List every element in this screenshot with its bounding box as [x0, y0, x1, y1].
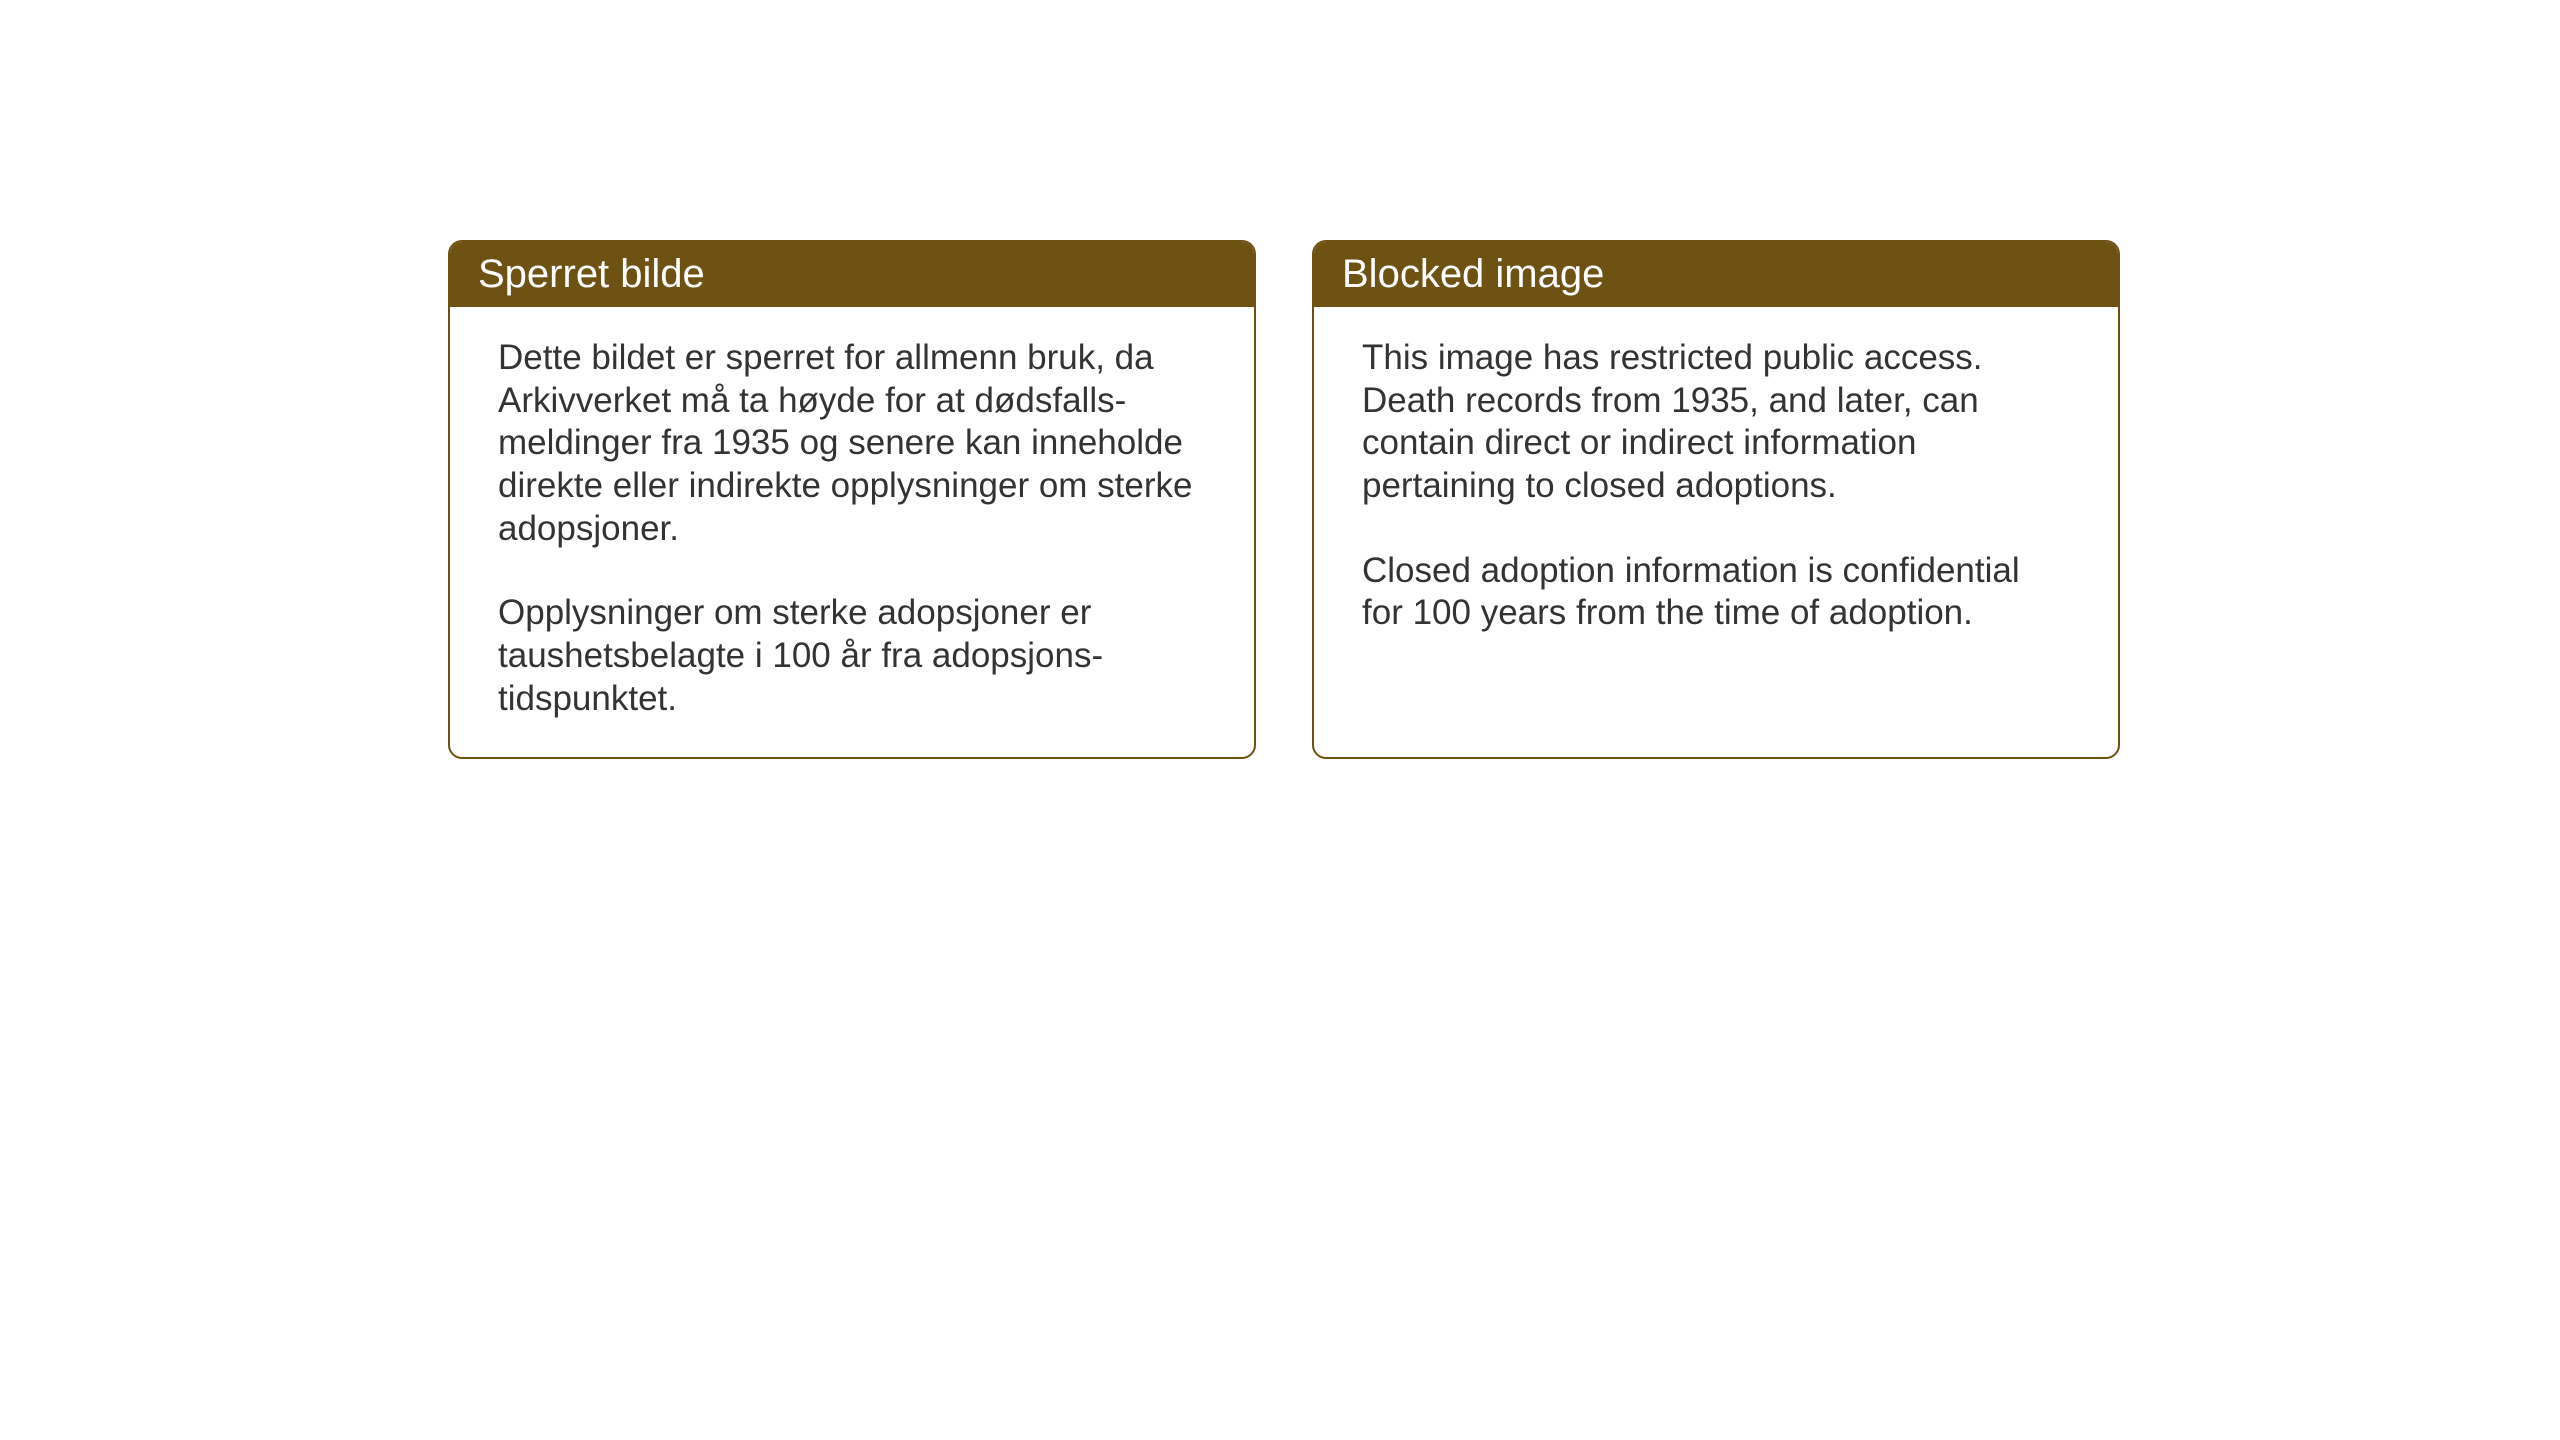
english-card-body: This image has restricted public access.…	[1314, 307, 2118, 671]
norwegian-card-title: Sperret bilde	[450, 242, 1254, 307]
english-card-title: Blocked image	[1314, 242, 2118, 307]
english-paragraph-2: Closed adoption information is confident…	[1362, 550, 2070, 635]
norwegian-card-body: Dette bildet er sperret for allmenn bruk…	[450, 307, 1254, 757]
english-paragraph-1: This image has restricted public access.…	[1362, 337, 2070, 508]
norwegian-notice-card: Sperret bilde Dette bildet er sperret fo…	[448, 240, 1256, 759]
norwegian-paragraph-1: Dette bildet er sperret for allmenn bruk…	[498, 337, 1206, 550]
norwegian-paragraph-2: Opplysninger om sterke adopsjoner er tau…	[498, 592, 1206, 720]
notice-container: Sperret bilde Dette bildet er sperret fo…	[448, 240, 2120, 759]
english-notice-card: Blocked image This image has restricted …	[1312, 240, 2120, 759]
